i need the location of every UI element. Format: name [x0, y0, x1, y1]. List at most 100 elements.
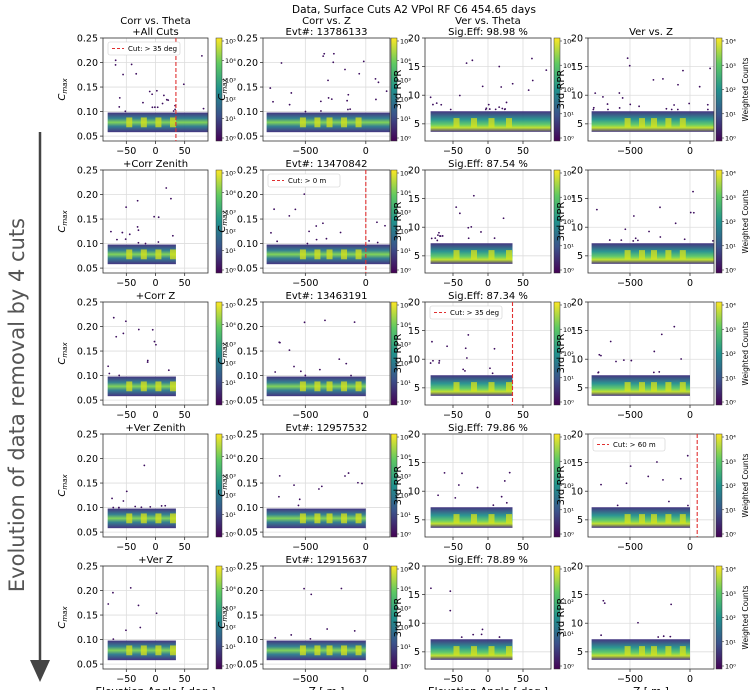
outlier-point: [498, 636, 501, 638]
x-tick-label: 0: [485, 146, 491, 157]
y-axis-label: 3rd RPR: [556, 466, 567, 506]
density-hotspot: [299, 117, 306, 128]
outlier-point: [303, 321, 306, 324]
density-hotspot: [140, 381, 147, 392]
colorbar-gradient: [715, 301, 723, 406]
outlier-point: [692, 211, 695, 214]
colorbar-tick-label: 10²: [400, 96, 411, 104]
outlier-point: [629, 465, 632, 468]
colorbar-tick-label: 10⁰: [563, 135, 574, 143]
outlier-point: [347, 93, 350, 96]
outlier-point: [622, 359, 625, 362]
outlier-point: [597, 371, 600, 374]
outlier-point: [460, 636, 463, 639]
y-tick-label: 10: [571, 223, 583, 234]
x-axis-label: Z [ m ]: [633, 686, 669, 690]
colorbar-gradient: [390, 565, 398, 670]
outlier-point: [677, 83, 679, 86]
density-hotspot: [679, 646, 686, 656]
outlier-point: [153, 340, 156, 343]
density-hotspot: [355, 381, 362, 392]
panel-title: Sig.Eff: 78.89 %: [448, 555, 528, 566]
colorbar-label: Weighted Counts: [741, 585, 750, 649]
x-tick-label: 50: [517, 146, 529, 157]
colorbar-tick-label: 10³: [563, 194, 574, 202]
y-tick-label: 20: [571, 165, 583, 176]
y-axis-label: Cmax: [57, 210, 69, 233]
colorbar-tick-label: 10¹: [225, 379, 236, 387]
colorbar-tick-label: 10⁴: [400, 57, 411, 65]
density-hotspot: [170, 249, 176, 260]
outlier-point: [435, 102, 438, 105]
y-tick-label: 5: [577, 251, 583, 262]
outlier-point: [470, 226, 473, 228]
colorbar: 10⁰ 10¹ 10² 10³ 10⁴: [553, 38, 574, 143]
colorbar: 10⁰ 10¹ 10² 10³: [553, 566, 574, 671]
density-hotspot: [126, 249, 133, 260]
colorbar-tick-label: 10²: [725, 86, 736, 94]
colorbar-tick-label: 10⁰: [400, 267, 411, 275]
density-hotspot: [341, 381, 348, 392]
colorbar-tick-label: 10²: [563, 482, 574, 490]
colorbar-label: Weighted Counts: [741, 57, 750, 121]
outlier-point: [471, 59, 474, 62]
outlier-point: [107, 603, 110, 605]
outlier-point: [491, 372, 494, 375]
panel-title: Evt#: 12957532: [286, 423, 368, 434]
y-tick-label: 0.25: [237, 165, 258, 176]
outlier-point: [135, 72, 138, 75]
x-tick-label: −50: [443, 542, 463, 553]
colorbar-tick-label: 10⁴: [725, 170, 736, 178]
outlier-point: [531, 57, 533, 60]
colorbar-tick-label: 10²: [400, 492, 411, 500]
colorbar-tick-label: 10²: [225, 624, 236, 632]
outlier-point: [592, 108, 595, 111]
colorbar-tick-label: 10⁰: [725, 135, 736, 143]
outlier-point: [124, 320, 127, 323]
outlier-point: [481, 85, 484, 88]
density-hotspot: [651, 382, 657, 392]
y-axis-label: Cmax: [217, 342, 229, 365]
y-tick-label: 5: [414, 647, 420, 658]
outlier-point: [139, 626, 142, 629]
colorbar-tick-label: 10⁰: [225, 663, 236, 671]
y-tick-label: 5: [414, 515, 420, 526]
outlier-point: [273, 208, 276, 211]
x-tick-label: −500: [617, 146, 643, 157]
density-hotspot: [651, 250, 657, 260]
outlier-point: [500, 495, 503, 498]
outlier-point: [112, 316, 115, 319]
outlier-point: [670, 108, 673, 111]
outlier-point: [438, 359, 441, 362]
x-tick-label: 0: [363, 410, 369, 421]
outlier-point: [673, 104, 676, 106]
outlier-point: [339, 231, 342, 234]
density-hotspot: [170, 117, 176, 128]
colorbar-tick-label: 10³: [725, 590, 736, 598]
colorbar-tick-label: 10⁰: [400, 135, 411, 143]
y-tick-label: 0.10: [77, 635, 98, 646]
outlier-point: [659, 236, 662, 238]
outlier-point: [484, 108, 487, 111]
outlier-point: [602, 599, 605, 602]
outlier-point: [306, 242, 309, 245]
outlier-point: [362, 60, 365, 63]
density-hotspot: [299, 249, 306, 260]
colorbar-tick-label: 10⁰: [563, 399, 574, 407]
density-hotspot: [471, 118, 477, 128]
x-tick-label: −50: [443, 674, 463, 685]
outlier-point: [430, 587, 432, 590]
outlier-point: [344, 68, 346, 71]
outlier-point: [297, 504, 300, 507]
outlier-point: [462, 368, 465, 371]
outlier-point: [121, 231, 124, 234]
x-tick-label: −50: [116, 410, 136, 421]
density-hotspot: [355, 117, 362, 128]
outlier-point: [531, 79, 534, 82]
y-tick-label: 15: [571, 326, 583, 337]
colorbar-tick-label: 10⁴: [400, 321, 411, 329]
outlier-point: [322, 55, 325, 58]
colorbar-tick-label: 10¹: [400, 247, 411, 255]
colorbar-tick-label: 10¹: [563, 374, 574, 382]
